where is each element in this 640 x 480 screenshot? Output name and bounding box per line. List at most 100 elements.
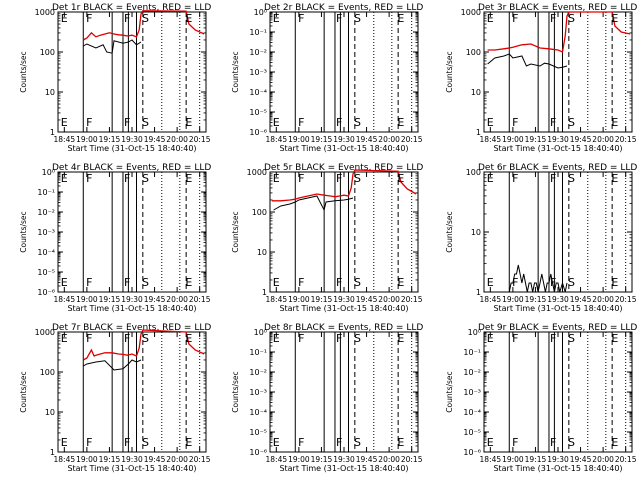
marker-bottom-e: E: [487, 116, 494, 129]
x-tick-label: 19:00: [76, 135, 98, 144]
x-tick-label: 18:45: [480, 135, 502, 144]
y-tick-label: 10⁻³: [37, 228, 55, 237]
y-axis-label: Counts/sec: [231, 371, 240, 412]
series-events: [508, 264, 568, 293]
x-tick-label: 19:15: [311, 295, 333, 304]
x-tick-label: 20:15: [189, 455, 211, 464]
marker-bottom-f: F: [298, 436, 304, 449]
x-tick-label: 19:00: [502, 135, 524, 144]
x-tick-label: 20:00: [592, 295, 614, 304]
chart-title: Det 6r BLACK = Events, RED = LLD: [478, 163, 637, 173]
marker-top-f: F: [336, 12, 342, 25]
y-tick-label: 10⁻²: [249, 368, 267, 377]
chart-title: Det 7r BLACK = Events, RED = LLD: [52, 323, 211, 333]
y-tick-label: 10⁻⁶: [463, 448, 481, 457]
x-axis-label: Start Time (31-Oct-15 18:40:40): [493, 464, 622, 473]
y-tick-label: 10: [257, 248, 267, 257]
x-tick-label: 19:30: [547, 295, 569, 304]
x-tick-label: 20:00: [378, 135, 400, 144]
x-tick-label: 19:30: [333, 135, 355, 144]
x-tick-label: 20:00: [166, 295, 188, 304]
y-tick-label: 10⁰: [254, 328, 267, 337]
marker-top-s: S: [142, 172, 149, 185]
x-tick-label: 19:15: [525, 455, 547, 464]
y-axis-label: Counts/sec: [19, 371, 28, 412]
x-tick-label: 19:00: [288, 135, 310, 144]
y-tick-label: 10⁻³: [463, 388, 481, 397]
marker-bottom-s: S: [568, 436, 575, 449]
x-tick-label: 19:00: [288, 455, 310, 464]
x-axis-label: Start Time (31-Oct-15 18:40:40): [67, 464, 196, 473]
x-tick-label: 20:15: [189, 135, 211, 144]
marker-bottom-s: S: [354, 436, 361, 449]
series-events: [273, 195, 354, 212]
x-tick-label: 19:45: [356, 295, 378, 304]
y-tick-label: 1: [476, 288, 481, 297]
x-tick-label: 19:45: [144, 455, 166, 464]
x-tick-label: 19:45: [570, 295, 592, 304]
y-tick-label: 10⁻⁵: [249, 108, 267, 117]
marker-bottom-s: S: [142, 436, 149, 449]
y-tick-label: 1: [476, 128, 481, 137]
y-axis-label: Counts/sec: [445, 211, 454, 252]
y-tick-label: 10⁻⁶: [37, 288, 55, 297]
x-tick-label: 19:15: [311, 135, 333, 144]
marker-top-f: F: [550, 12, 556, 25]
marker-bottom-e: E: [273, 116, 280, 129]
x-tick-label: 18:45: [480, 295, 502, 304]
marker-bottom-s: S: [142, 276, 149, 289]
marker-top-e: E: [611, 332, 618, 345]
y-tick-label: 10⁻¹: [37, 188, 55, 197]
y-axis-label: Counts/sec: [445, 51, 454, 92]
marker-top-f: F: [298, 332, 304, 345]
marker-bottom-e: E: [611, 276, 618, 289]
marker-bottom-s: S: [568, 116, 575, 129]
y-tick-label: 10: [45, 408, 55, 417]
marker-top-f: F: [124, 12, 130, 25]
marker-top-f: F: [336, 332, 342, 345]
y-tick-label: 10: [471, 88, 481, 97]
y-tick-label: 1000: [461, 8, 481, 17]
y-tick-label: 1000: [35, 328, 55, 337]
marker-bottom-e: E: [397, 436, 404, 449]
plot-frame: [57, 11, 207, 133]
marker-top-e: E: [397, 172, 404, 185]
x-tick-label: 20:15: [189, 295, 211, 304]
x-axis-label: Start Time (31-Oct-15 18:40:40): [279, 304, 408, 313]
y-tick-label: 10⁻⁴: [249, 88, 267, 97]
plot-frame: [269, 171, 419, 293]
x-tick-label: 19:45: [570, 135, 592, 144]
marker-top-f: F: [512, 12, 518, 25]
chart-panel-det1: Det 1r BLACK = Events, RED = LLD 1 10 100 10…: [19, 3, 211, 153]
y-axis-label: Counts/sec: [445, 371, 454, 412]
marker-top-e: E: [611, 12, 618, 25]
x-tick-label: 19:45: [356, 135, 378, 144]
chart-title: Det 1r BLACK = Events, RED = LLD: [52, 3, 211, 13]
x-tick-label: 19:00: [502, 455, 524, 464]
marker-top-f: F: [298, 172, 304, 185]
chart-title: Det 2r BLACK = Events, RED = LLD: [264, 3, 423, 13]
x-tick-label: 19:15: [99, 455, 121, 464]
x-tick-label: 18:45: [266, 455, 288, 464]
marker-top-s: S: [142, 332, 149, 345]
marker-bottom-e: E: [185, 436, 192, 449]
x-tick-label: 20:15: [615, 455, 637, 464]
marker-top-s: S: [354, 332, 361, 345]
marker-bottom-s: S: [142, 116, 149, 129]
marker-bottom-f: F: [512, 116, 518, 129]
x-tick-label: 20:15: [401, 135, 423, 144]
marker-top-f: F: [512, 332, 518, 345]
x-tick-label: 19:30: [333, 295, 355, 304]
y-tick-label: 10⁻⁵: [249, 428, 267, 437]
x-tick-label: 20:00: [592, 135, 614, 144]
marker-top-f: F: [124, 332, 130, 345]
y-tick-label: 10⁻¹: [249, 348, 267, 357]
series-lld: [271, 169, 417, 202]
chart-title: Det 8r BLACK = Events, RED = LLD: [264, 323, 423, 333]
chart-title: Det 3r BLACK = Events, RED = LLD: [478, 3, 637, 13]
x-tick-label: 18:45: [480, 455, 502, 464]
marker-bottom-f: F: [336, 116, 342, 129]
marker-bottom-e: E: [487, 436, 494, 449]
chart-panel-det5: Det 5r BLACK = Events, RED = LLD 1 10 100 10…: [231, 163, 423, 313]
y-axis-label: Counts/sec: [19, 51, 28, 92]
